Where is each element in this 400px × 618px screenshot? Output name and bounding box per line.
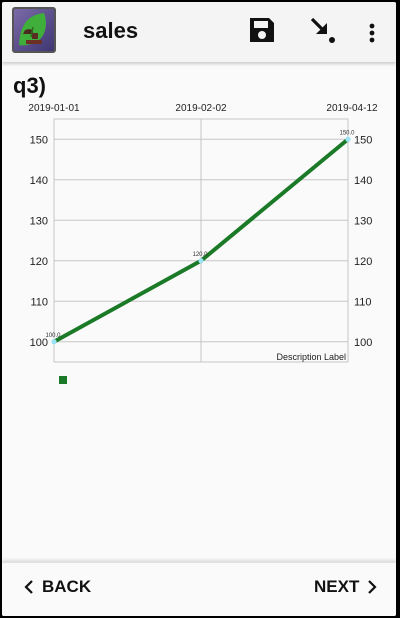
y-tick-label-left: 150: [30, 134, 48, 146]
y-tick-label-right: 140: [354, 175, 372, 187]
export-button[interactable]: [307, 14, 339, 46]
data-label: 100.0: [45, 333, 61, 339]
chart-top-ticks: 2019-01-01 2019-02-02 2019-04-12: [28, 103, 378, 114]
x-tick-label: 2019-01-01: [28, 103, 80, 114]
y-tick-label-right: 110: [354, 296, 372, 308]
chart-left-ticks: 100 110 120 130 140 150: [30, 134, 48, 349]
chart-grid: [53, 118, 349, 363]
back-label: BACK: [42, 577, 92, 596]
save-button[interactable]: [246, 14, 278, 46]
y-tick-label-left: 110: [30, 296, 48, 308]
y-tick-label-right: 120: [354, 256, 372, 268]
y-tick-label-left: 130: [30, 215, 48, 227]
chart-points: [51, 136, 351, 345]
chart-description: Description Label: [276, 352, 346, 362]
data-label: 120.0: [192, 252, 208, 258]
data-point: [51, 339, 57, 345]
y-tick-label-left: 120: [30, 256, 48, 268]
next-label: NEXT: [314, 577, 360, 596]
question-label: q3): [13, 73, 46, 98]
data-label: 150.0: [339, 130, 355, 136]
y-tick-label-left: 100: [30, 337, 48, 349]
y-tick-label-right: 150: [354, 134, 372, 146]
more-vert-icon: [369, 23, 375, 43]
export-icon: [310, 17, 335, 43]
chevron-right-icon: [368, 580, 377, 594]
y-tick-label-left: 140: [30, 175, 48, 187]
next-button[interactable]: NEXT: [314, 577, 377, 597]
bottom-nav: BACK NEXT: [2, 562, 396, 616]
line-chart: 2019-01-01 2019-02-02 2019-04-12 100 110 120…: [28, 103, 378, 384]
chevron-left-icon: [24, 580, 33, 594]
x-tick-label: 2019-02-02: [175, 103, 227, 114]
app-screen: sales: [2, 2, 396, 616]
y-tick-label-right: 130: [354, 215, 372, 227]
more-options-button[interactable]: [360, 14, 384, 46]
save-icon: [250, 18, 274, 42]
app-bar: sales: [2, 2, 396, 62]
y-tick-label-right: 100: [354, 337, 372, 349]
chart-point-labels: 100.0 120.0 150.0: [45, 130, 355, 339]
legend-swatch: [59, 376, 67, 384]
app-logo-icon: [19, 13, 46, 46]
app-logo: [12, 7, 56, 53]
data-point: [198, 258, 204, 264]
app-title: sales: [83, 18, 139, 43]
chart-right-ticks: 100 110 120 130 140 150: [354, 134, 372, 349]
back-button[interactable]: BACK: [24, 577, 91, 597]
data-point: [345, 136, 351, 142]
x-tick-label: 2019-04-12: [326, 103, 378, 114]
